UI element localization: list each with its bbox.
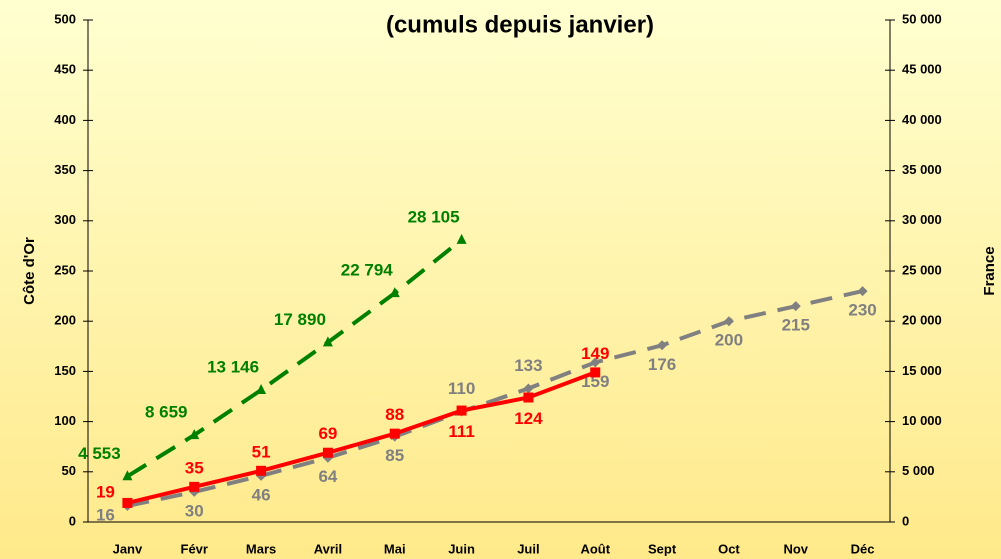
data-label: 88	[385, 405, 404, 424]
y-tick-label: 200	[54, 313, 76, 328]
y2-tick-label: 20 000	[902, 313, 942, 328]
data-label: 17 890	[274, 310, 326, 329]
y-tick-label: 0	[69, 513, 76, 528]
x-tick-label: Août	[580, 541, 610, 556]
data-label: 22 794	[341, 261, 394, 280]
marker	[857, 286, 868, 297]
y2-tick-label: 5 000	[902, 463, 935, 478]
data-label: 30	[185, 501, 204, 520]
y-tick-label: 50	[62, 463, 76, 478]
data-label: 215	[782, 316, 810, 335]
y-axis-label: Côte d'Or	[21, 237, 38, 305]
data-label: 4 553	[78, 444, 121, 463]
y2-tick-label: 0	[902, 513, 909, 528]
marker	[189, 481, 200, 492]
y-tick-label: 100	[54, 413, 76, 428]
marker	[122, 470, 133, 481]
data-label: 8 659	[145, 403, 188, 422]
chart-title: (cumuls depuis janvier)	[386, 11, 654, 38]
data-label: 64	[318, 467, 337, 486]
data-label: 46	[252, 485, 271, 504]
marker	[389, 287, 400, 298]
y-tick-label: 450	[54, 62, 76, 77]
marker	[590, 367, 601, 378]
x-tick-label: Sept	[648, 541, 677, 556]
data-label: 35	[185, 458, 204, 477]
series-line	[126, 370, 596, 505]
marker	[456, 405, 467, 416]
x-tick-label: Mai	[384, 541, 406, 556]
data-label: 110	[448, 379, 475, 398]
marker	[657, 340, 668, 351]
data-label: 176	[648, 355, 676, 374]
marker	[523, 392, 534, 403]
marker	[256, 465, 267, 476]
data-label: 19	[96, 482, 115, 501]
y-tick-label: 400	[54, 112, 76, 127]
y2-tick-label: 35 000	[902, 162, 942, 177]
data-label: 28 105	[408, 207, 460, 226]
data-label: 85	[385, 446, 404, 465]
data-label: 149	[581, 344, 609, 363]
data-label: 69	[318, 424, 337, 443]
y2-tick-label: 15 000	[902, 363, 942, 378]
y2-tick-label: 45 000	[902, 62, 942, 77]
marker	[523, 383, 534, 394]
y2-axis-label: France	[981, 246, 998, 295]
marker	[256, 384, 267, 395]
series-line	[127, 289, 864, 508]
data-label: 133	[514, 356, 542, 375]
marker	[122, 497, 133, 508]
x-tick-label: Oct	[718, 541, 740, 556]
y-tick-label: 150	[54, 363, 76, 378]
y-tick-label: 500	[54, 11, 76, 26]
marker	[322, 447, 333, 458]
data-label: 13 146	[207, 357, 259, 376]
data-label: 230	[848, 301, 876, 320]
x-tick-label: Avril	[314, 541, 342, 556]
y2-tick-label: 40 000	[902, 112, 942, 127]
x-tick-label: Déc	[851, 541, 875, 556]
y-tick-label: 250	[54, 262, 76, 277]
x-tick-label: Nov	[783, 541, 808, 556]
x-tick-label: Mars	[246, 541, 276, 556]
y-tick-label: 350	[54, 162, 76, 177]
y2-tick-label: 25 000	[902, 262, 942, 277]
marker	[456, 233, 467, 244]
marker	[389, 428, 400, 439]
x-tick-label: Juin	[448, 541, 475, 556]
x-tick-label: Janv	[113, 541, 143, 556]
marker	[189, 429, 200, 440]
data-label: 200	[715, 331, 743, 350]
data-label: 124	[514, 409, 543, 428]
marker	[590, 357, 601, 368]
y2-tick-label: 10 000	[902, 413, 942, 428]
y2-tick-label: 30 000	[902, 212, 942, 227]
data-label: 16	[96, 505, 115, 524]
marker	[322, 336, 333, 347]
data-label: 51	[252, 442, 271, 461]
y-tick-label: 300	[54, 212, 76, 227]
y2-tick-label: 50 000	[902, 11, 942, 26]
x-tick-label: Juil	[517, 541, 539, 556]
x-tick-label: Févr	[181, 541, 208, 556]
marker	[790, 301, 801, 312]
data-label: 111	[448, 422, 475, 441]
marker	[723, 316, 734, 327]
